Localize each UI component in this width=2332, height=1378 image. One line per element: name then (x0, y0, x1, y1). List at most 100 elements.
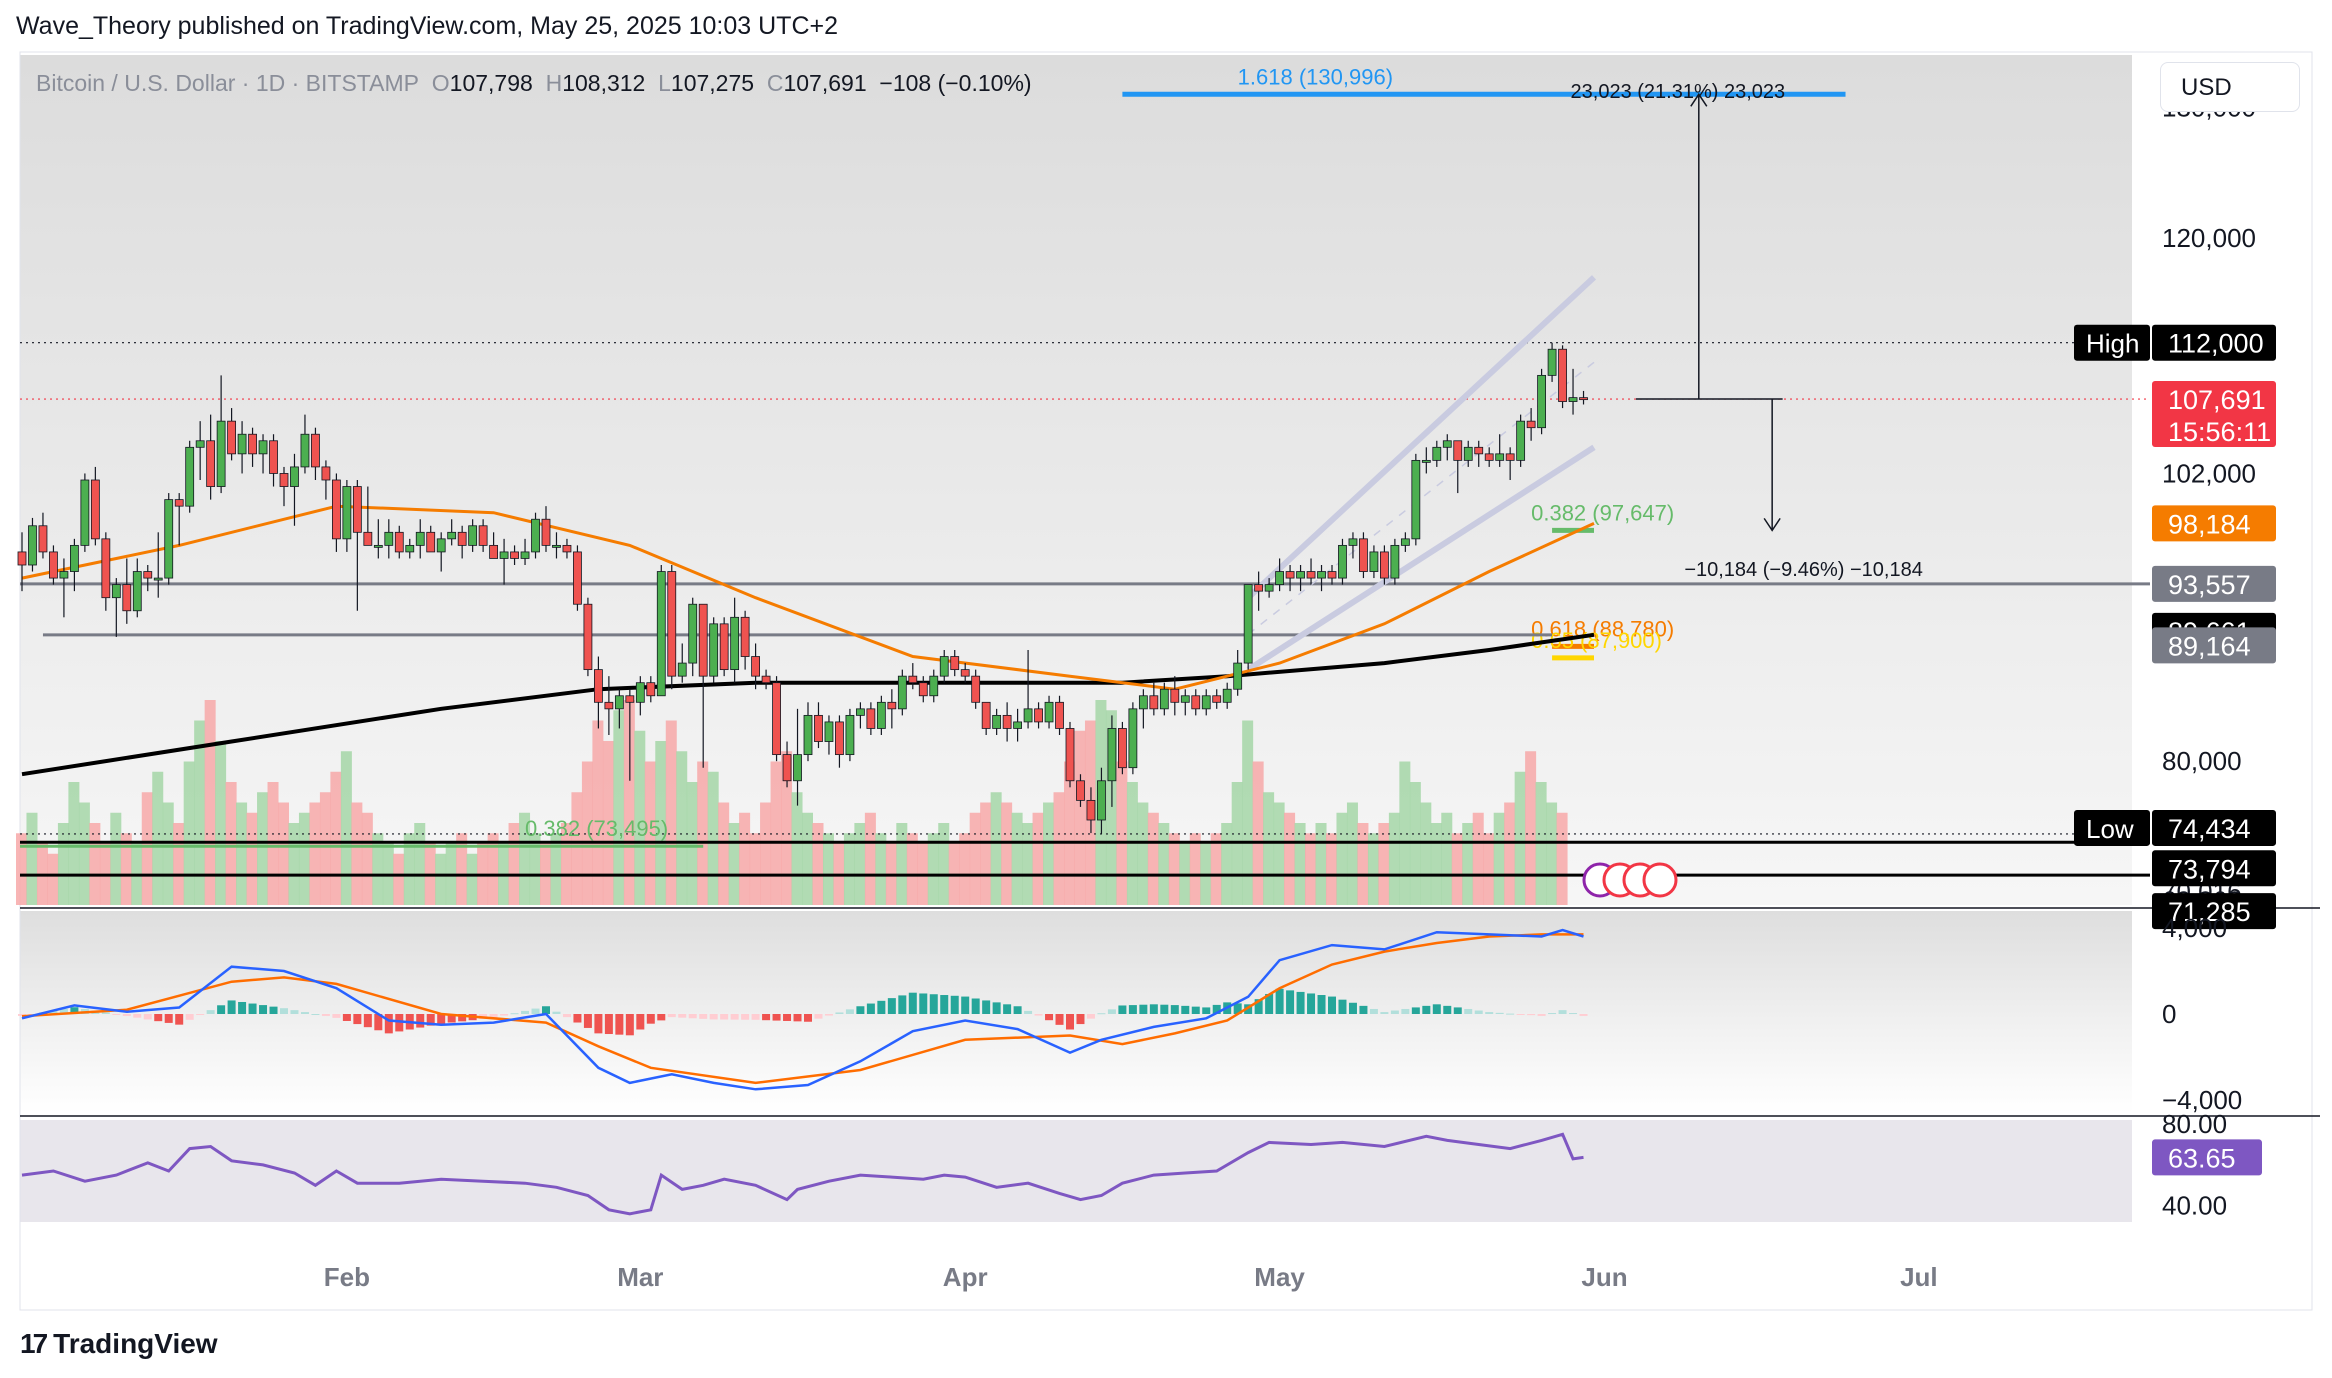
candle-body (1390, 544, 1400, 579)
candle-body (1547, 348, 1557, 376)
macd-histogram-bar (1359, 1005, 1368, 1014)
macd-histogram-bar (1149, 1004, 1158, 1014)
candle-body (1065, 728, 1075, 782)
volume-bar (1263, 792, 1275, 905)
macd-histogram-bar (384, 1014, 393, 1034)
volume-bar (707, 771, 719, 905)
candle-body (761, 675, 771, 684)
macd-histogram-bar (908, 992, 917, 1014)
candle-body (279, 473, 289, 487)
level-label: 1.618 (130,996) (1238, 64, 1393, 89)
macd-line (21, 928, 1584, 1091)
macd-histogram-bar (1034, 1014, 1043, 1016)
volume-bar (1043, 802, 1055, 905)
macd-histogram-bar (133, 1014, 142, 1018)
volume-bar (1158, 823, 1170, 905)
candle-body (1201, 695, 1211, 710)
candle-body (1380, 551, 1389, 579)
candle-body (59, 571, 69, 579)
candle-body (845, 714, 855, 756)
volume-bar (1305, 833, 1317, 905)
macd-histogram-bar (1422, 1005, 1431, 1014)
volume-bar (204, 700, 216, 905)
time-axis-tick: Feb (324, 1262, 370, 1292)
target-measure-label: 23,023 (21.31%) 23,023 (1571, 81, 1786, 103)
macd-histogram-bar (636, 1014, 645, 1030)
macd-histogram-bar (667, 1014, 676, 1018)
volume-bar (613, 710, 625, 905)
footer-brand[interactable]: 17 TradingView (20, 1328, 218, 1360)
macd-histogram-bar (971, 998, 980, 1014)
candle-body (1159, 688, 1169, 710)
candle-body (195, 440, 205, 448)
macd-histogram-bar (227, 1000, 236, 1014)
candle-body (751, 656, 760, 677)
candle-body (562, 544, 572, 553)
macd-histogram-bar (1474, 1010, 1483, 1014)
candle-body (1086, 799, 1096, 821)
candle-body (573, 551, 582, 605)
volume-bar (435, 853, 447, 905)
volume-bar (791, 792, 803, 905)
volume-bar (1514, 771, 1526, 905)
candle-body (206, 440, 216, 487)
volume-bar (927, 833, 939, 905)
macd-histogram-bar (929, 994, 938, 1014)
candle-body (415, 531, 425, 546)
volume-bar (110, 812, 122, 905)
macd-histogram-bar (982, 1000, 991, 1014)
volume-bar (403, 833, 415, 905)
price-label-box (2152, 381, 2276, 448)
volume-bar (938, 823, 950, 905)
candle-body (730, 616, 740, 671)
candle-body (80, 479, 90, 546)
volume-bar (1378, 823, 1390, 905)
macd-histogram-bar (1506, 1013, 1515, 1015)
candle-body (656, 571, 666, 697)
volume-bar (990, 792, 1002, 905)
countdown-label-text: 15:56:11 (2168, 417, 2271, 447)
price-label-text: 74,434 (2168, 814, 2251, 844)
candle-body (237, 433, 247, 455)
candle-body (835, 721, 844, 756)
macd-histogram-bar (814, 1014, 823, 1019)
candle-body (772, 682, 781, 756)
open-label: O (431, 70, 450, 96)
macd-histogram-bar (877, 1000, 886, 1014)
candle-body (1243, 584, 1253, 664)
candle-body (856, 708, 865, 716)
macd-histogram-bar (1097, 1013, 1106, 1015)
macd-histogram-bar (70, 1007, 79, 1014)
macd-histogram-bar (1348, 1002, 1357, 1014)
candle-body (1149, 695, 1159, 710)
currency-button[interactable]: USD (2160, 62, 2300, 112)
volume-bar (1546, 802, 1558, 905)
macd-histogram-bar (1139, 1004, 1148, 1014)
volume-bar (644, 761, 656, 905)
macd-histogram-bar (1464, 1008, 1473, 1014)
candle-body (803, 714, 813, 756)
macd-axis-tick: −4,000 (2162, 1085, 2242, 1115)
candle-body (269, 440, 278, 474)
high-label: H (545, 70, 563, 96)
candle-body (1222, 688, 1232, 703)
macd-histogram-bar (1244, 1004, 1253, 1014)
macd-histogram-bar (101, 1012, 110, 1014)
candle-body (394, 531, 404, 553)
macd-histogram-bar (730, 1014, 739, 1020)
volume-bar (1074, 730, 1086, 905)
candle-body (614, 695, 624, 710)
candle-body (1463, 446, 1473, 461)
macd-histogram-bar (1296, 991, 1305, 1014)
macd-histogram-bar (1569, 1013, 1578, 1015)
macd-histogram-bar (437, 1014, 446, 1024)
macd-histogram-bar (1086, 1014, 1095, 1019)
candle-body (929, 675, 939, 697)
candle-body (510, 551, 519, 559)
volume-bar (1221, 823, 1233, 905)
macd-histogram-bar (510, 1013, 519, 1015)
volume-bar (906, 833, 918, 905)
macd-histogram-bar (321, 1014, 330, 1016)
rsi-value-box (2152, 1139, 2262, 1176)
